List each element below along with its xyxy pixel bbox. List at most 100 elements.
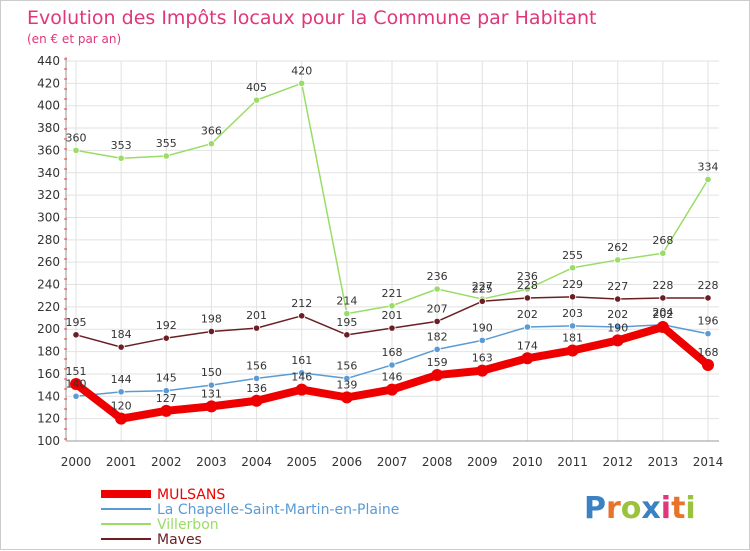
data-label: 182 [427, 330, 448, 343]
series-point [72, 146, 80, 155]
series-point [523, 285, 532, 293]
data-label: 144 [111, 373, 132, 386]
x-tick-label: 2008 [422, 455, 453, 469]
series-point [388, 302, 396, 310]
data-label: 190 [607, 321, 628, 334]
y-tick-label: 420 [37, 76, 60, 90]
series-point [704, 330, 712, 338]
chart-title: Evolution des Impôts locaux pour la Comm… [27, 7, 597, 29]
series-point [343, 374, 351, 383]
data-label: 201 [246, 309, 267, 322]
series-point [478, 297, 486, 305]
data-label: 136 [246, 382, 267, 395]
data-label: 334 [698, 160, 719, 173]
data-label: 236 [427, 270, 448, 283]
data-label: 202 [607, 308, 628, 321]
data-label: 262 [607, 241, 628, 254]
proxiti-logo: Proxiti [584, 491, 696, 526]
logo-letter: o [621, 491, 642, 526]
data-label: 146 [291, 371, 312, 384]
data-label: 151 [66, 365, 87, 378]
series-point [433, 345, 441, 353]
x-tick-label: 2014 [693, 455, 724, 469]
data-label: 195 [66, 316, 87, 329]
series-point [568, 322, 577, 330]
y-tick-label: 260 [37, 255, 60, 269]
series-point [566, 344, 579, 357]
data-label: 131 [201, 387, 222, 400]
y-tick-label: 240 [37, 278, 60, 292]
logo-text: Proxiti [584, 491, 696, 526]
x-tick-label: 2000 [61, 455, 92, 469]
series-point [70, 378, 82, 390]
series-point [252, 96, 261, 104]
y-tick-label: 140 [37, 389, 60, 403]
data-label: 159 [427, 356, 448, 369]
series-point [207, 140, 216, 148]
x-tick-label: 2010 [512, 455, 543, 469]
series-point [72, 331, 80, 339]
series-point [117, 388, 125, 396]
x-tick-label: 2007 [377, 455, 408, 469]
x-tick-label: 2012 [602, 455, 633, 469]
series-point [343, 331, 351, 339]
data-label: 202 [517, 308, 538, 321]
data-label: 228 [698, 279, 719, 292]
series-point [659, 294, 667, 302]
series-point [205, 400, 218, 413]
y-tick-label: 180 [37, 345, 60, 359]
y-tick-label: 100 [37, 434, 60, 448]
series-point [117, 343, 125, 351]
data-label: 360 [66, 131, 87, 144]
series-point [298, 312, 306, 320]
data-label: 214 [336, 295, 357, 308]
legend-label: La Chapelle-Saint-Martin-en-Plaine [157, 502, 399, 518]
series-lines [70, 79, 714, 425]
series-point [568, 293, 577, 301]
logo-letter: i [661, 491, 671, 526]
data-label: 140 [66, 377, 87, 390]
data-label: 229 [562, 278, 583, 291]
data-label: 225 [472, 282, 493, 295]
series-point [162, 152, 170, 160]
data-label: 181 [562, 331, 583, 344]
data-label: 236 [517, 270, 538, 283]
data-label: 196 [698, 315, 719, 328]
series-point [476, 364, 489, 377]
series-point [343, 309, 351, 318]
data-label: 221 [382, 287, 403, 300]
data-label: 161 [291, 354, 312, 367]
series-point [162, 334, 170, 342]
y-tick-label: 320 [37, 188, 60, 202]
grid [66, 60, 719, 442]
x-tick-label: 2004 [241, 455, 272, 469]
data-label: 174 [517, 339, 538, 352]
series-point [523, 323, 532, 331]
series-point [614, 256, 622, 264]
data-label: 255 [562, 249, 583, 262]
data-label: 139 [336, 378, 357, 391]
data-label: 355 [156, 137, 177, 150]
x-tick-label: 2005 [286, 455, 317, 469]
data-label: 168 [382, 346, 403, 359]
series-point [160, 404, 173, 417]
data-label: 405 [246, 81, 267, 94]
series-point [433, 285, 441, 293]
series-point [704, 175, 712, 184]
x-tick-label: 2013 [648, 455, 679, 469]
series-point [115, 412, 128, 425]
series-point [521, 352, 534, 365]
series-point [656, 321, 669, 333]
data-label: 156 [246, 359, 267, 372]
data-label: 227 [472, 280, 493, 293]
data-label: 366 [201, 125, 222, 138]
axes: 100 120 140 160 180 200 220 240 260 280 300 320 340 3… [37, 54, 723, 469]
y-tick-label: 220 [37, 300, 60, 314]
legend-label: MULSANS [157, 487, 225, 503]
data-label: 420 [291, 64, 312, 77]
logo-letter: r [606, 491, 621, 526]
